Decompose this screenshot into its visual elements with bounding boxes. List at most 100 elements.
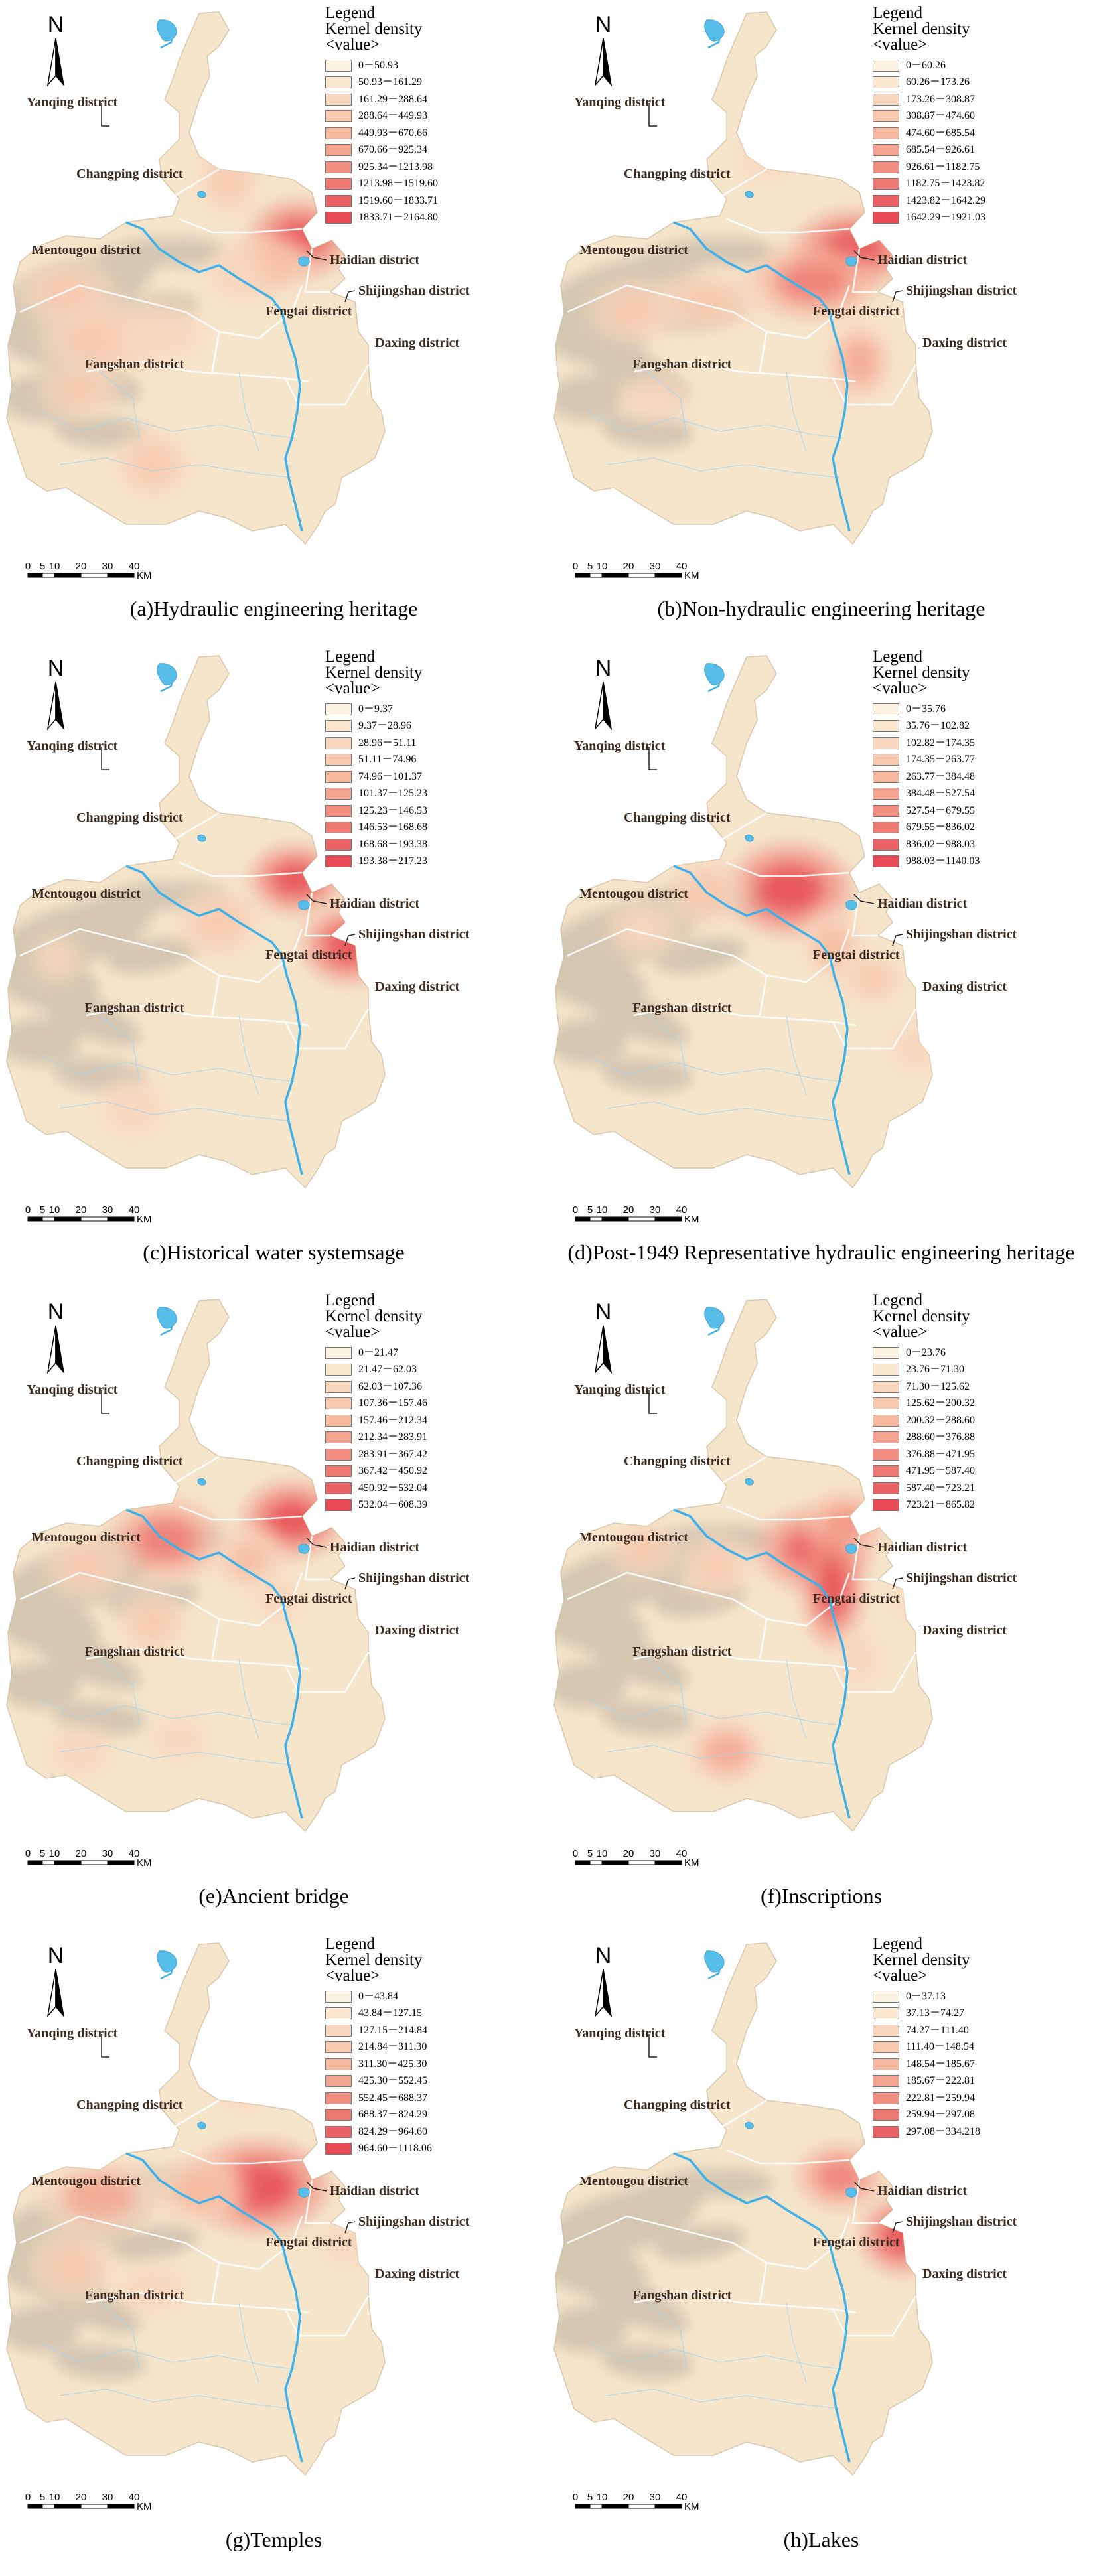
density-hotspot [117,1591,188,1654]
scale-tick-label: 10 [49,1848,60,1859]
minor-stream [39,2342,296,2370]
scale-unit: KM [137,2501,152,2512]
legend-swatch [325,59,352,72]
legend-row: 60.26－173.26 [873,74,1085,92]
scale-tick-label: 20 [623,1204,634,1216]
kernel-density-map: Yanqing district Changping district Mentou… [6,1942,470,2476]
district-border [726,2149,850,2165]
legend-swatch [873,2109,899,2121]
legend-row: 146.53－168.68 [325,820,538,837]
density-hotspot [888,1021,932,1076]
minor-stream [59,1745,293,1766]
legend-row: 62.03－107.36 [325,1378,538,1395]
district-label-mentougou: Mentougou district [579,1530,688,1545]
district-label-mentougou: Mentougou district [579,243,688,257]
legend-row: 0－9.37 [325,701,538,718]
legend-row: 107.36－157.46 [325,1395,538,1413]
leader-line [306,1538,327,1548]
lake [298,1543,310,1554]
north-label: N [48,12,64,37]
leader-line [101,103,110,127]
district-border [19,1571,293,1627]
lake [845,900,857,910]
lake [298,900,310,910]
legend-range: 1423.82－1642.29 [906,194,986,206]
district-label-changping: Changping district [624,2098,731,2112]
scale-tick-label: 40 [676,1848,688,1859]
district-border [211,2262,220,2303]
legend-range: 926.61－1182.75 [906,161,980,173]
district-border [284,2295,370,2337]
legend-swatch [873,855,899,868]
lake [298,2187,310,2198]
district-border [19,284,293,340]
legend-row: 125.23－146.53 [325,802,538,820]
minor-stream [587,411,843,439]
legend-row: 214.84－311.30 [325,2039,538,2056]
district-border [169,2099,220,2131]
scale-unit: KM [684,570,699,581]
scale-tick-label: 5 [587,2492,593,2503]
legend-range: 185.67－222.81 [906,2075,976,2087]
legend-swatch [873,770,899,783]
district-border [284,1652,370,1693]
legend-range: 688.37－824.29 [358,2109,428,2121]
minor-stream [786,1658,807,1739]
scale-tick-label: 30 [650,1848,661,1859]
legend-swatch [873,59,899,72]
legend-row: 1213.98－1519.60 [325,176,538,193]
kernel-density-map: Yanqing district Changping district Mentou… [553,1942,1017,2476]
legend-row: 43.84－127.15 [325,2005,538,2023]
legend-swatch [325,720,352,733]
lake [745,2122,754,2129]
scale-tick-label: 30 [102,1848,113,1859]
minor-stream [646,1015,688,1082]
density-hotspots [608,1491,932,1788]
minor-stream [587,1054,843,1082]
scale-tick-label: 5 [587,561,593,572]
legend-swatch [873,2024,899,2037]
district-label-changping: Changping district [76,810,183,825]
district-border [851,1536,878,1581]
minor-stream [59,2388,293,2409]
leader-line [344,2221,356,2234]
legend-swatch [325,1482,352,1494]
legend-range: 60.26－173.26 [906,76,970,88]
district-label-fangshan: Fangshan district [85,357,184,372]
legend-swatch [325,1380,352,1393]
district-border [851,2179,878,2224]
district-border [759,331,768,372]
minor-stream [607,2388,840,2409]
legend-row: 74.96－101.37 [325,768,538,786]
legend-range: 0－43.84 [358,1990,399,2002]
legend-row: 148.54－185.67 [873,2056,1085,2073]
legend-range: 552.45－688.37 [358,2092,428,2104]
legend-title-line2: Kernel density [873,1307,970,1325]
main-river [673,221,851,532]
legend-range: 0－9.37 [358,703,394,715]
density-hotspot [796,2145,883,2208]
district-border [716,2099,767,2131]
density-hotspot [29,2230,117,2302]
density-hotspot [683,1716,770,1788]
district-border [832,2295,917,2337]
legend-range: 988.03－1140.03 [906,855,980,867]
legend-swatch [325,93,352,106]
legend-title-line1: Legend [325,648,375,666]
district-border [716,168,767,200]
legend-swatch [873,127,899,139]
legend-range: 587.40－723.21 [906,1482,976,1494]
legend-swatch [325,838,352,851]
main-river [125,1508,303,1819]
lake [745,191,754,198]
lake [704,1307,725,1329]
scale-tick-label: 40 [129,2492,140,2503]
legend-swatch [325,212,352,224]
legend-row: 0－21.47 [325,1344,538,1362]
district-border [838,2216,851,2244]
legend-title-line3: <value> [325,1967,380,1985]
density-hotspot [113,429,192,500]
legend-row: 964.60－1118.06 [325,2141,538,2158]
legend-title-line2: Kernel density [873,1951,970,1969]
